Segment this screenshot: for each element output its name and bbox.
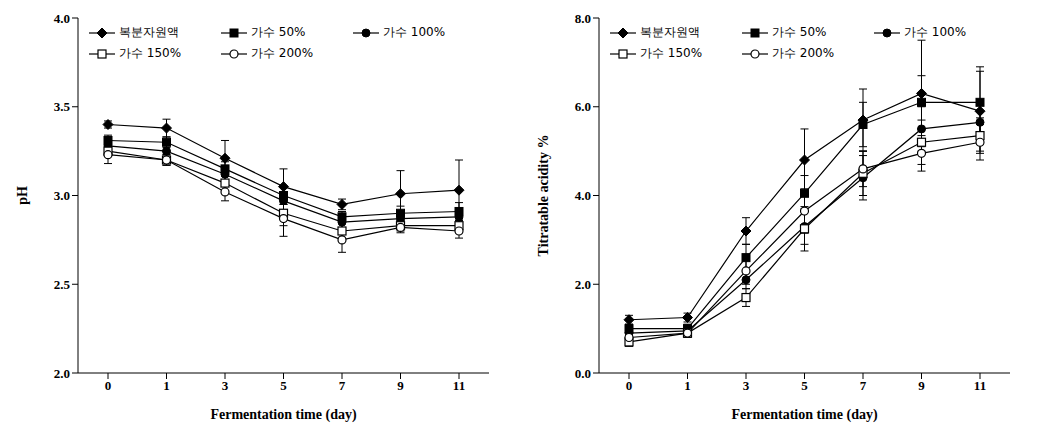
html-text:가수 50%: 가수 50% — [772, 25, 827, 39]
svg-text:6.0: 6.0 — [575, 99, 591, 114]
svg-text:0: 0 — [105, 378, 112, 393]
svg-text:8.0: 8.0 — [575, 11, 591, 26]
html-text:가수 200%: 가수 200% — [251, 46, 314, 60]
svg-text:2.0: 2.0 — [54, 366, 70, 381]
svg-text:11: 11 — [974, 378, 986, 393]
svg-text:2.0: 2.0 — [575, 277, 591, 292]
svg-text:1: 1 — [163, 378, 170, 393]
html-text:가수 150%: 가수 150% — [640, 46, 703, 60]
html-text:가수 50%: 가수 50% — [251, 25, 306, 39]
html-text:가수 100%: 가수 100% — [383, 25, 446, 39]
svg-text:Fermentation time (day): Fermentation time (day) — [210, 407, 357, 423]
svg-text:4.0: 4.0 — [54, 11, 70, 26]
svg-text:3.0: 3.0 — [54, 188, 70, 203]
svg-text:4.0: 4.0 — [575, 188, 591, 203]
svg-text:3: 3 — [222, 378, 229, 393]
svg-text:7: 7 — [339, 378, 346, 393]
svg-text:9: 9 — [918, 378, 925, 393]
svg-text:5: 5 — [280, 378, 287, 393]
svg-text:Titratable acidity %: Titratable acidity % — [536, 135, 551, 257]
svg-text:7: 7 — [860, 378, 867, 393]
svg-text:9: 9 — [397, 378, 404, 393]
svg-text:pH: pH — [15, 186, 30, 205]
svg-text:2.5: 2.5 — [54, 277, 71, 292]
svg-text:Fermentation time (day): Fermentation time (day) — [731, 407, 878, 423]
svg-text:3: 3 — [743, 378, 750, 393]
html-text:가수 200%: 가수 200% — [772, 46, 835, 60]
svg-text:11: 11 — [453, 378, 465, 393]
svg-text:3.5: 3.5 — [54, 99, 71, 114]
html-text:복분자원액: 복분자원액 — [640, 25, 700, 39]
svg-text:0: 0 — [626, 378, 633, 393]
html-text:가수 100%: 가수 100% — [904, 25, 967, 39]
svg-text:5: 5 — [801, 378, 808, 393]
svg-text:1: 1 — [684, 378, 691, 393]
html-text:가수 150%: 가수 150% — [119, 46, 182, 60]
svg-text:0.0: 0.0 — [575, 366, 591, 381]
html-text:복분자원액: 복분자원액 — [119, 25, 179, 39]
